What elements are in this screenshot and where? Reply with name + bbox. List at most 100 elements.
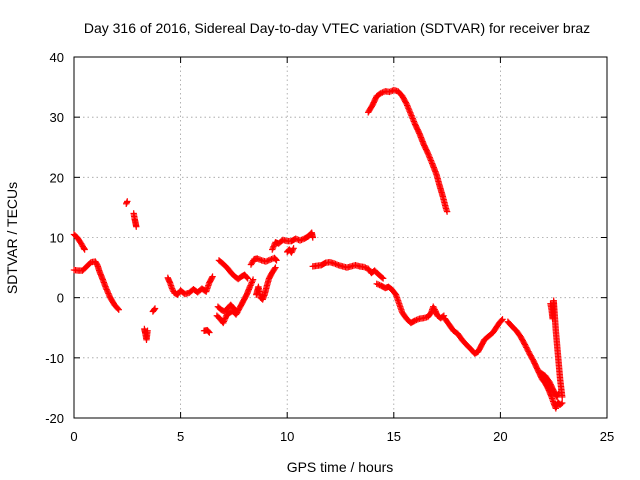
data-point <box>247 280 255 288</box>
data-point <box>411 119 418 127</box>
data-point <box>430 304 438 312</box>
data-point <box>559 399 566 407</box>
data-point <box>404 103 412 111</box>
data-point <box>102 284 110 292</box>
data-point <box>265 257 272 264</box>
data-point <box>522 342 529 350</box>
x-tick-label: 20 <box>493 429 507 444</box>
data-point <box>144 327 151 334</box>
data-point <box>208 274 216 282</box>
data-point <box>333 261 341 268</box>
data-point <box>362 264 369 271</box>
data-point <box>428 158 435 166</box>
data-point <box>425 152 433 160</box>
data-point <box>272 256 280 263</box>
x-axis-label: GPS time / hours <box>287 459 394 475</box>
data-point <box>405 106 413 113</box>
data-point <box>104 288 112 296</box>
data-point <box>409 115 416 122</box>
data-point <box>246 283 254 291</box>
data-point <box>247 282 254 289</box>
data-point <box>244 275 251 282</box>
data-point <box>498 317 505 324</box>
x-tick-label: 15 <box>387 429 401 444</box>
data-point <box>374 281 382 288</box>
data-point <box>262 258 270 265</box>
data-point <box>168 285 176 292</box>
data-point <box>521 341 529 348</box>
data-point <box>523 344 530 351</box>
data-point <box>330 260 338 267</box>
y-axis-label: SDTVAR / TECUs <box>4 182 20 294</box>
y-tick-label: 0 <box>57 291 64 306</box>
data-point <box>557 400 565 408</box>
y-tick-label: 20 <box>50 170 64 185</box>
data-point <box>103 287 111 294</box>
data-point <box>410 118 418 125</box>
data-point <box>169 286 176 294</box>
y-tick-label: 40 <box>50 50 64 65</box>
data-point <box>424 150 432 157</box>
data-point <box>248 279 256 286</box>
data-point <box>266 256 274 263</box>
data-point <box>209 273 216 280</box>
data-point <box>440 312 448 319</box>
data-point <box>406 108 413 115</box>
data-point <box>402 99 410 106</box>
data-point <box>264 257 271 265</box>
data-point <box>424 148 431 156</box>
data-point <box>407 109 414 116</box>
data-point <box>332 260 339 268</box>
grid-lines <box>74 57 607 418</box>
data-point <box>524 347 531 354</box>
y-tick-label: 30 <box>50 110 64 125</box>
y-tick-label: -10 <box>45 351 64 366</box>
data-point <box>233 309 241 316</box>
data-points <box>70 86 566 412</box>
x-tick-label: 10 <box>280 429 294 444</box>
data-point <box>249 277 256 285</box>
data-point <box>405 105 412 112</box>
x-tick-label: 5 <box>177 429 184 444</box>
data-point <box>151 306 158 313</box>
data-point <box>403 100 410 108</box>
axis-ticks: 0 5 10 15 20 25 -20 -10 0 10 20 30 40 <box>45 50 614 444</box>
data-point <box>220 318 228 325</box>
data-point <box>269 246 276 253</box>
data-point <box>151 305 159 312</box>
data-point <box>296 237 304 244</box>
data-point <box>115 306 122 313</box>
data-point <box>133 223 140 230</box>
data-point <box>386 88 393 96</box>
data-point <box>407 110 415 118</box>
y-tick-label: -20 <box>45 411 64 426</box>
chart-title: Day 316 of 2016, Sidereal Day-to-day VTE… <box>84 20 590 36</box>
data-point <box>426 154 433 161</box>
data-point <box>309 234 316 241</box>
data-point <box>427 157 435 164</box>
data-point <box>103 286 110 293</box>
data-point <box>220 319 227 327</box>
data-point <box>273 257 280 264</box>
data-point <box>414 316 422 323</box>
data-point <box>373 280 380 288</box>
x-tick-label: 0 <box>70 429 77 444</box>
data-point <box>379 275 387 282</box>
x-tick-label: 25 <box>600 429 614 444</box>
data-point <box>124 198 131 205</box>
data-point <box>378 274 386 281</box>
data-point <box>288 249 295 256</box>
data-point <box>408 113 416 121</box>
data-point <box>360 263 368 271</box>
data-point <box>293 236 301 243</box>
data-point <box>413 316 420 324</box>
data-point <box>290 245 297 252</box>
data-point <box>271 265 278 272</box>
data-point <box>292 235 299 242</box>
data-point <box>430 303 437 310</box>
data-point <box>255 255 262 263</box>
data-point <box>272 264 279 271</box>
data-point <box>289 246 297 253</box>
data-point <box>206 329 213 336</box>
